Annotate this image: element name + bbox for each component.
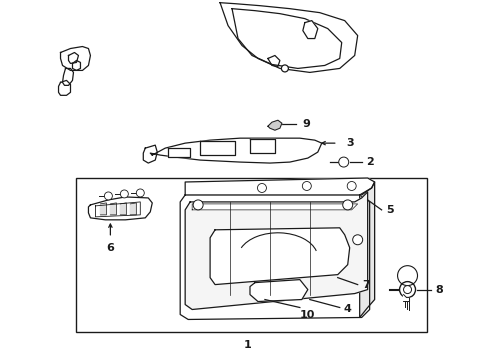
Circle shape	[343, 200, 353, 210]
Circle shape	[193, 200, 203, 210]
Polygon shape	[58, 80, 71, 95]
Circle shape	[399, 282, 416, 298]
Polygon shape	[180, 195, 369, 319]
Text: 4: 4	[344, 305, 352, 315]
Text: 3: 3	[346, 138, 353, 148]
Circle shape	[353, 235, 363, 245]
Polygon shape	[61, 46, 91, 71]
Polygon shape	[110, 203, 116, 215]
Polygon shape	[121, 203, 126, 215]
Circle shape	[281, 65, 289, 72]
Polygon shape	[268, 120, 282, 130]
Circle shape	[347, 181, 356, 190]
Text: 6: 6	[106, 243, 114, 253]
Text: 5: 5	[386, 205, 393, 215]
Polygon shape	[220, 3, 358, 72]
Text: 8: 8	[436, 284, 443, 294]
Polygon shape	[89, 197, 152, 220]
Circle shape	[339, 157, 349, 167]
Polygon shape	[143, 145, 157, 163]
Circle shape	[302, 181, 311, 190]
Polygon shape	[360, 182, 375, 318]
Polygon shape	[185, 192, 368, 310]
Polygon shape	[210, 228, 350, 285]
Circle shape	[404, 285, 412, 293]
Circle shape	[121, 190, 128, 198]
Polygon shape	[100, 203, 106, 215]
Polygon shape	[63, 68, 74, 85]
Circle shape	[104, 192, 112, 200]
Polygon shape	[250, 139, 275, 153]
Text: 2: 2	[366, 157, 373, 167]
Text: 10: 10	[300, 310, 316, 320]
Text: 7: 7	[362, 280, 369, 289]
Polygon shape	[150, 138, 322, 163]
Circle shape	[136, 189, 144, 197]
Polygon shape	[168, 148, 190, 157]
Polygon shape	[185, 178, 375, 195]
Polygon shape	[303, 21, 318, 39]
Polygon shape	[404, 294, 410, 302]
Polygon shape	[200, 141, 235, 155]
Text: 1: 1	[244, 340, 252, 350]
Bar	[76, 178, 427, 332]
Polygon shape	[130, 203, 136, 215]
Polygon shape	[250, 280, 308, 302]
Polygon shape	[192, 204, 358, 210]
Circle shape	[257, 184, 267, 193]
Text: 9: 9	[302, 119, 310, 129]
